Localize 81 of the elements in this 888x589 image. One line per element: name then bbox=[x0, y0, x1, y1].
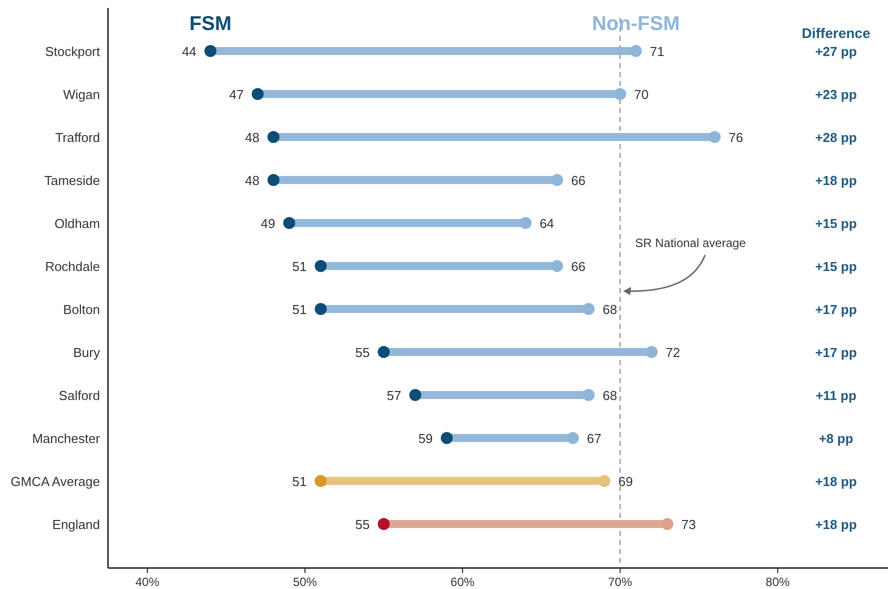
x-tick-label: 70% bbox=[608, 575, 632, 589]
data-label: 49 bbox=[260, 216, 276, 231]
data-label: 68 bbox=[602, 388, 618, 403]
data-label: +27 pp bbox=[815, 44, 857, 59]
point bbox=[582, 389, 595, 401]
y-tick-label: Bury bbox=[73, 345, 100, 360]
point bbox=[708, 131, 721, 143]
y-tick-label: GMCA Average bbox=[10, 474, 100, 489]
y-tick-label: Tameside bbox=[44, 173, 100, 188]
ref-line-label: SR National average bbox=[635, 236, 746, 250]
data-label: 55 bbox=[355, 345, 370, 360]
data-label: 57 bbox=[386, 388, 402, 403]
point bbox=[252, 88, 264, 100]
data-label: +15 pp bbox=[815, 216, 857, 231]
data-label: 76 bbox=[728, 130, 744, 145]
data-label: 68 bbox=[602, 302, 618, 317]
data-label: 67 bbox=[586, 431, 602, 446]
y-tick-label: Trafford bbox=[55, 130, 100, 145]
point bbox=[378, 518, 390, 530]
data-label: 47 bbox=[229, 87, 244, 102]
data-label: 44 bbox=[182, 44, 196, 59]
y-tick-label: Bolton bbox=[63, 302, 100, 317]
data-label: +23 pp bbox=[815, 87, 857, 102]
data-label: +28 pp bbox=[815, 130, 857, 145]
y-tick-label: Salford bbox=[58, 388, 100, 403]
data-label: +18 pp bbox=[815, 474, 857, 489]
data-label: 66 bbox=[571, 259, 586, 274]
y-tick-label: Oldham bbox=[54, 216, 100, 231]
data-label: +17 pp bbox=[815, 345, 857, 360]
y-tick-label: England bbox=[52, 517, 100, 532]
series-label: Non-FSM bbox=[592, 13, 680, 35]
data-label: 69 bbox=[618, 474, 633, 489]
data-label: 51 bbox=[292, 259, 307, 274]
x-tick-label: 60% bbox=[450, 575, 475, 589]
data-label: 59 bbox=[418, 431, 433, 446]
point bbox=[283, 217, 296, 229]
data-label: 55 bbox=[355, 517, 370, 532]
point bbox=[630, 45, 642, 57]
point bbox=[598, 475, 610, 487]
data-label: 48 bbox=[244, 173, 260, 188]
data-label: 73 bbox=[681, 517, 696, 532]
point bbox=[440, 432, 453, 444]
point bbox=[314, 475, 327, 487]
point bbox=[551, 260, 564, 272]
data-label: +11 pp bbox=[816, 388, 856, 403]
data-label: 70 bbox=[634, 87, 649, 102]
data-label: +18 pp bbox=[815, 517, 857, 532]
x-tick-label: 50% bbox=[292, 575, 318, 589]
data-label: +8 pp bbox=[818, 431, 854, 446]
annotation: Difference bbox=[802, 25, 870, 41]
data-label: 48 bbox=[244, 130, 260, 145]
data-label: +15 pp bbox=[815, 259, 857, 274]
point bbox=[520, 217, 532, 229]
data-label: +17 pp bbox=[815, 302, 857, 317]
point bbox=[661, 518, 674, 530]
point bbox=[614, 88, 626, 100]
point bbox=[582, 303, 595, 315]
data-label: 51 bbox=[292, 302, 307, 317]
data-label: 64 bbox=[540, 216, 554, 231]
point bbox=[378, 346, 390, 358]
data-label: 72 bbox=[666, 345, 680, 360]
data-label: 51 bbox=[292, 474, 307, 489]
point bbox=[314, 303, 327, 315]
point bbox=[551, 174, 564, 186]
point bbox=[646, 346, 658, 358]
series-label: FSM bbox=[189, 13, 232, 35]
point bbox=[409, 389, 422, 401]
point bbox=[566, 432, 579, 444]
y-tick-label: Rochdale bbox=[45, 259, 100, 274]
data-label: +18 pp bbox=[815, 173, 857, 188]
y-tick-label: Manchester bbox=[32, 431, 101, 446]
point bbox=[314, 260, 327, 272]
data-label: 66 bbox=[571, 173, 586, 188]
x-tick-label: 40% bbox=[135, 575, 160, 589]
y-tick-label: Stockport bbox=[45, 44, 100, 59]
point bbox=[267, 174, 280, 186]
point bbox=[267, 131, 280, 143]
data-label: 71 bbox=[650, 44, 664, 59]
y-tick-label: Wigan bbox=[63, 87, 100, 102]
x-tick-label: 80% bbox=[766, 575, 790, 589]
point bbox=[204, 45, 216, 57]
